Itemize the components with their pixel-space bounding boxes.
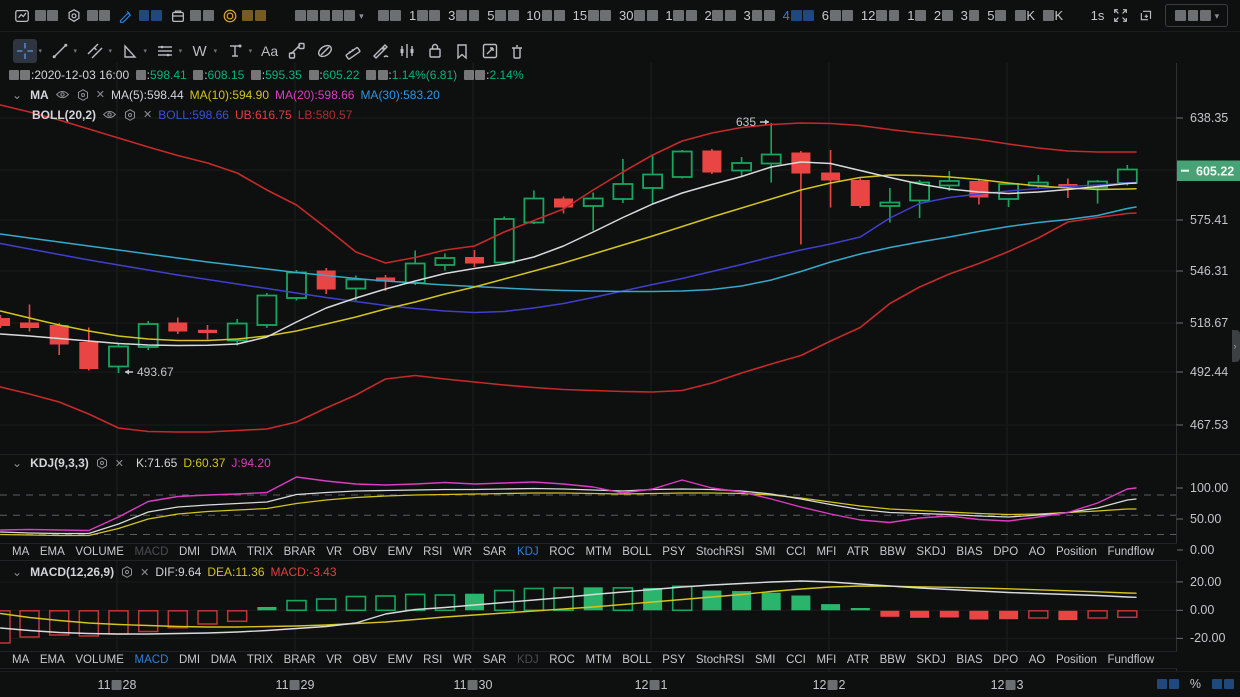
svg-text:0.00: 0.00 [1190,603,1214,617]
svg-text:492.44: 492.44 [1190,365,1228,379]
svg-text:518.67: 518.67 [1190,316,1228,330]
svg-text:›: › [1234,341,1237,351]
svg-text:635: 635 [736,115,756,129]
svg-text:50.00: 50.00 [1190,512,1221,526]
svg-text:546.31: 546.31 [1190,264,1228,278]
svg-text:0.00: 0.00 [1190,543,1214,557]
svg-text:605.22: 605.22 [1196,165,1234,179]
svg-text:100.00: 100.00 [1190,481,1228,495]
svg-text:493.67: 493.67 [137,365,174,379]
svg-text:638.35: 638.35 [1190,111,1228,125]
svg-text:575.41: 575.41 [1190,213,1228,227]
svg-text:20.00: 20.00 [1190,575,1221,589]
svg-text:-20.00: -20.00 [1190,631,1225,645]
svg-text:467.53: 467.53 [1190,418,1228,432]
